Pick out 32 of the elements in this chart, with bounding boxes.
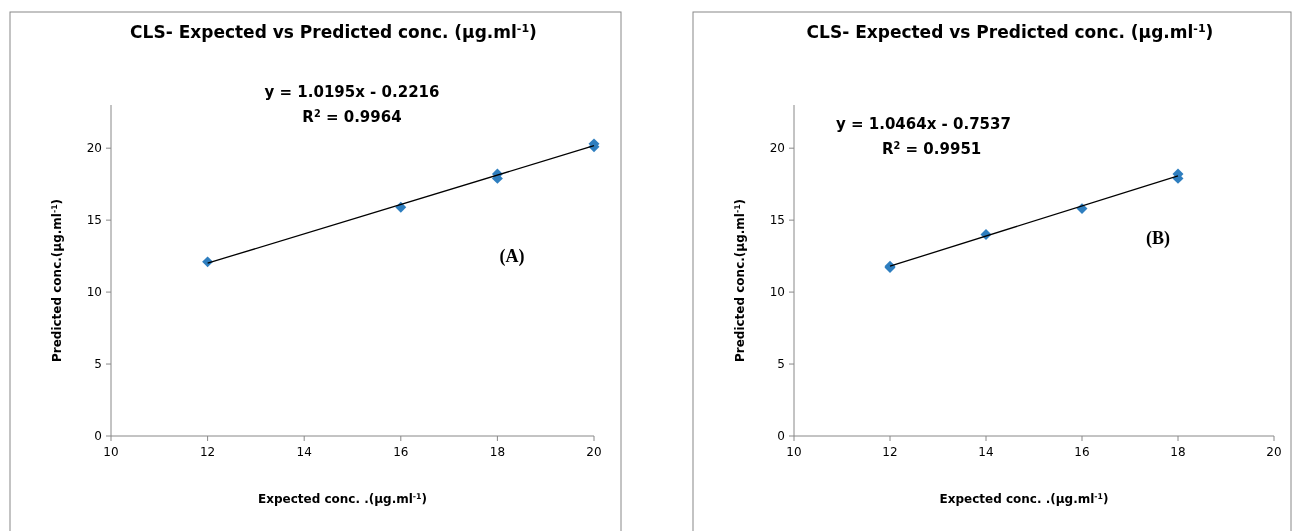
x-tick-label: 12 bbox=[882, 445, 898, 459]
y-tick-label: 20 bbox=[86, 141, 102, 156]
x-tick-label: 18 bbox=[489, 445, 506, 459]
y-tick-label: 15 bbox=[769, 213, 785, 228]
x-axis-title: Expected conc. .(µg.ml$^{-1}$) bbox=[939, 491, 1109, 506]
annotation: y = 1.0464x - 0.7537 bbox=[836, 115, 1011, 133]
x-tick-label: 14 bbox=[978, 445, 994, 459]
annotation: (B) bbox=[1146, 228, 1170, 249]
x-axis-title: Expected conc. .(µg.ml$^{-1}$) bbox=[258, 491, 427, 506]
annotation: R$^{2}$ = 0.9964 bbox=[302, 107, 402, 126]
y-tick-label: 20 bbox=[769, 141, 785, 156]
x-tick-label: 20 bbox=[1266, 445, 1282, 459]
y-tick-label: 0 bbox=[94, 429, 102, 443]
x-tick-label: 18 bbox=[1170, 445, 1186, 459]
y-tick-label: 5 bbox=[777, 357, 785, 372]
annotation: (A) bbox=[499, 246, 525, 267]
y-tick-label: 10 bbox=[769, 285, 785, 300]
x-tick-label: 10 bbox=[786, 445, 802, 459]
chart-title: CLS- Expected vs Predicted conc. (µg.ml$^{-1}$) bbox=[130, 21, 537, 42]
x-tick-label: 16 bbox=[1074, 445, 1090, 459]
x-tick-label: 14 bbox=[296, 445, 312, 459]
x-tick-label: 10 bbox=[103, 445, 119, 459]
chart-title: CLS- Expected vs Predicted conc. (µg.ml$^{-1}$) bbox=[806, 21, 1214, 42]
x-tick-label: 16 bbox=[393, 445, 409, 459]
y-tick-label: 10 bbox=[86, 285, 102, 300]
y-tick-label: 0 bbox=[777, 429, 785, 443]
text: y = 1.0195x - 0.2216 bbox=[264, 83, 440, 101]
x-tick-label: 20 bbox=[586, 445, 602, 459]
x-tick-label: 12 bbox=[199, 445, 216, 459]
y-tick-label: 15 bbox=[86, 213, 102, 228]
y-tick-label: 5 bbox=[94, 357, 102, 372]
annotation: R$^{2}$ = 0.9951 bbox=[882, 139, 982, 158]
